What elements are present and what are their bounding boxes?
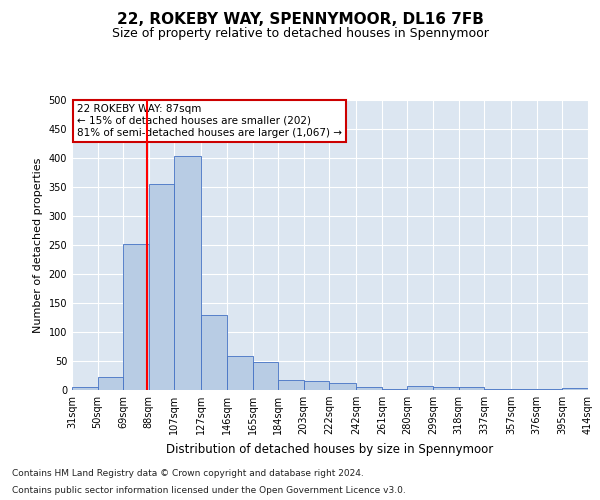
Bar — [72, 387, 98, 390]
Bar — [562, 388, 588, 390]
Bar — [123, 244, 149, 390]
Text: Size of property relative to detached houses in Spennymoor: Size of property relative to detached ho… — [112, 28, 488, 40]
Bar — [407, 386, 433, 390]
Bar — [458, 387, 484, 390]
Bar — [433, 387, 458, 390]
Bar — [304, 382, 329, 390]
Bar — [149, 184, 175, 390]
Text: Contains public sector information licensed under the Open Government Licence v3: Contains public sector information licen… — [12, 486, 406, 495]
Bar — [175, 156, 202, 390]
Bar — [356, 387, 382, 390]
Text: 22 ROKEBY WAY: 87sqm
← 15% of detached houses are smaller (202)
81% of semi-deta: 22 ROKEBY WAY: 87sqm ← 15% of detached h… — [77, 104, 342, 138]
Bar — [227, 356, 253, 390]
Y-axis label: Number of detached properties: Number of detached properties — [33, 158, 43, 332]
Bar — [202, 314, 227, 390]
Bar — [382, 389, 407, 390]
X-axis label: Distribution of detached houses by size in Spennymoor: Distribution of detached houses by size … — [166, 442, 494, 456]
Text: Contains HM Land Registry data © Crown copyright and database right 2024.: Contains HM Land Registry data © Crown c… — [12, 468, 364, 477]
Text: 22, ROKEBY WAY, SPENNYMOOR, DL16 7FB: 22, ROKEBY WAY, SPENNYMOOR, DL16 7FB — [116, 12, 484, 28]
Bar — [98, 377, 123, 390]
Bar — [253, 362, 278, 390]
Bar — [329, 383, 356, 390]
Bar — [278, 380, 304, 390]
